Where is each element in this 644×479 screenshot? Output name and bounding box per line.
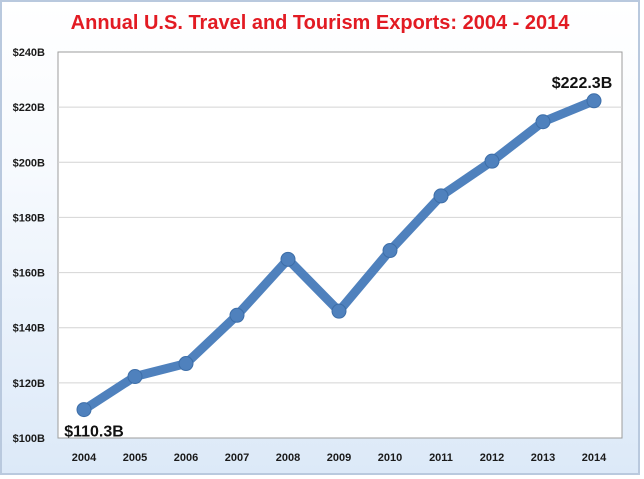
y-axis: $100B $120B $140B $160B $180B $200B $220B $240B: [13, 47, 45, 445]
gridlines: [58, 106, 622, 384]
y-tick-label: $140B: [13, 323, 45, 335]
data-point: [178, 356, 194, 372]
x-tick-label: 2014: [582, 452, 607, 464]
x-tick-label: 2004: [72, 452, 97, 464]
x-tick-label: 2012: [480, 452, 504, 464]
data-label: $222.3B: [552, 75, 613, 92]
data-point: [127, 369, 143, 385]
data-point: [76, 402, 92, 418]
data-points: [76, 93, 602, 418]
data-point: [433, 188, 449, 204]
x-tick-label: 2007: [225, 452, 249, 464]
x-tick-label: 2010: [378, 452, 402, 464]
data-point: [484, 153, 500, 169]
y-tick-label: $220B: [13, 102, 45, 114]
data-point: [535, 114, 551, 130]
data-label: $110.3B: [64, 424, 124, 441]
y-tick-label: $240B: [13, 47, 45, 59]
data-point: [229, 307, 245, 323]
data-labels: $110.3B $222.3B: [64, 75, 612, 441]
chart-title: Annual U.S. Travel and Tourism Exports: …: [70, 12, 570, 34]
data-point: [280, 251, 296, 267]
plot-area: [57, 51, 623, 439]
x-tick-label: 2008: [276, 452, 300, 464]
x-tick-label: 2006: [174, 452, 198, 464]
x-axis: 2004 2005 2006 2007 2008 2009 2010 2011 2012 2013…: [72, 452, 607, 464]
x-tick-label: 2005: [123, 452, 147, 464]
x-tick-label: 2013: [531, 452, 555, 464]
y-tick-label: $200B: [13, 157, 45, 169]
data-point: [586, 93, 602, 109]
y-tick-label: $180B: [13, 212, 45, 224]
y-tick-label: $100B: [13, 433, 45, 445]
data-point: [382, 243, 398, 259]
y-tick-label: $120B: [13, 378, 45, 390]
data-point: [331, 303, 347, 319]
x-tick-label: 2009: [327, 452, 351, 464]
x-tick-label: 2011: [429, 452, 453, 464]
y-tick-label: $160B: [13, 268, 45, 280]
